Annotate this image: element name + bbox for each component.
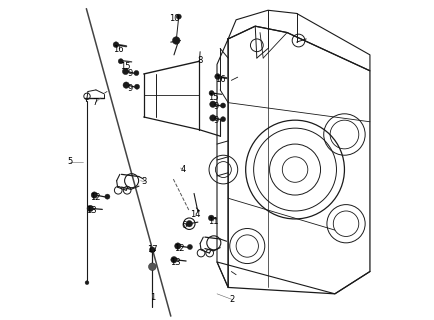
Text: 5: 5	[67, 157, 72, 166]
Text: 15: 15	[120, 61, 131, 70]
Circle shape	[220, 117, 226, 122]
Text: 13: 13	[170, 258, 180, 267]
Text: 14: 14	[191, 210, 201, 219]
Text: 6: 6	[181, 221, 187, 230]
Text: 9: 9	[128, 84, 133, 93]
Circle shape	[134, 70, 139, 76]
Circle shape	[135, 84, 140, 89]
Circle shape	[208, 215, 214, 221]
Text: 4: 4	[181, 165, 186, 174]
Text: 12: 12	[90, 193, 101, 202]
Text: 11: 11	[209, 217, 219, 226]
Circle shape	[210, 101, 216, 108]
Circle shape	[87, 205, 93, 212]
Circle shape	[149, 247, 155, 253]
Circle shape	[215, 74, 220, 79]
Circle shape	[113, 42, 119, 48]
Circle shape	[174, 243, 181, 249]
Circle shape	[210, 115, 216, 121]
Text: 12: 12	[174, 244, 184, 253]
Text: 1: 1	[150, 293, 155, 302]
Circle shape	[176, 14, 181, 19]
Circle shape	[187, 244, 192, 250]
Text: 15: 15	[208, 93, 218, 102]
Circle shape	[118, 59, 123, 64]
Circle shape	[105, 194, 110, 199]
Circle shape	[123, 82, 129, 88]
Circle shape	[85, 281, 89, 284]
Text: 9: 9	[214, 116, 219, 125]
Circle shape	[122, 68, 129, 75]
Circle shape	[172, 37, 180, 44]
Circle shape	[186, 220, 192, 227]
Text: 13: 13	[86, 206, 96, 215]
Text: 7: 7	[92, 98, 98, 107]
Text: 9: 9	[214, 102, 219, 111]
Circle shape	[171, 257, 177, 263]
Circle shape	[91, 192, 98, 198]
Text: 2: 2	[230, 295, 235, 304]
Circle shape	[209, 91, 214, 96]
Circle shape	[148, 263, 156, 270]
Text: 17: 17	[147, 245, 158, 254]
Text: 3: 3	[141, 177, 147, 186]
Text: 16: 16	[216, 75, 226, 84]
Text: 10: 10	[169, 14, 179, 23]
Text: 8: 8	[197, 56, 203, 65]
Circle shape	[220, 103, 226, 108]
Text: 16: 16	[114, 44, 124, 54]
Text: 9: 9	[128, 69, 133, 78]
